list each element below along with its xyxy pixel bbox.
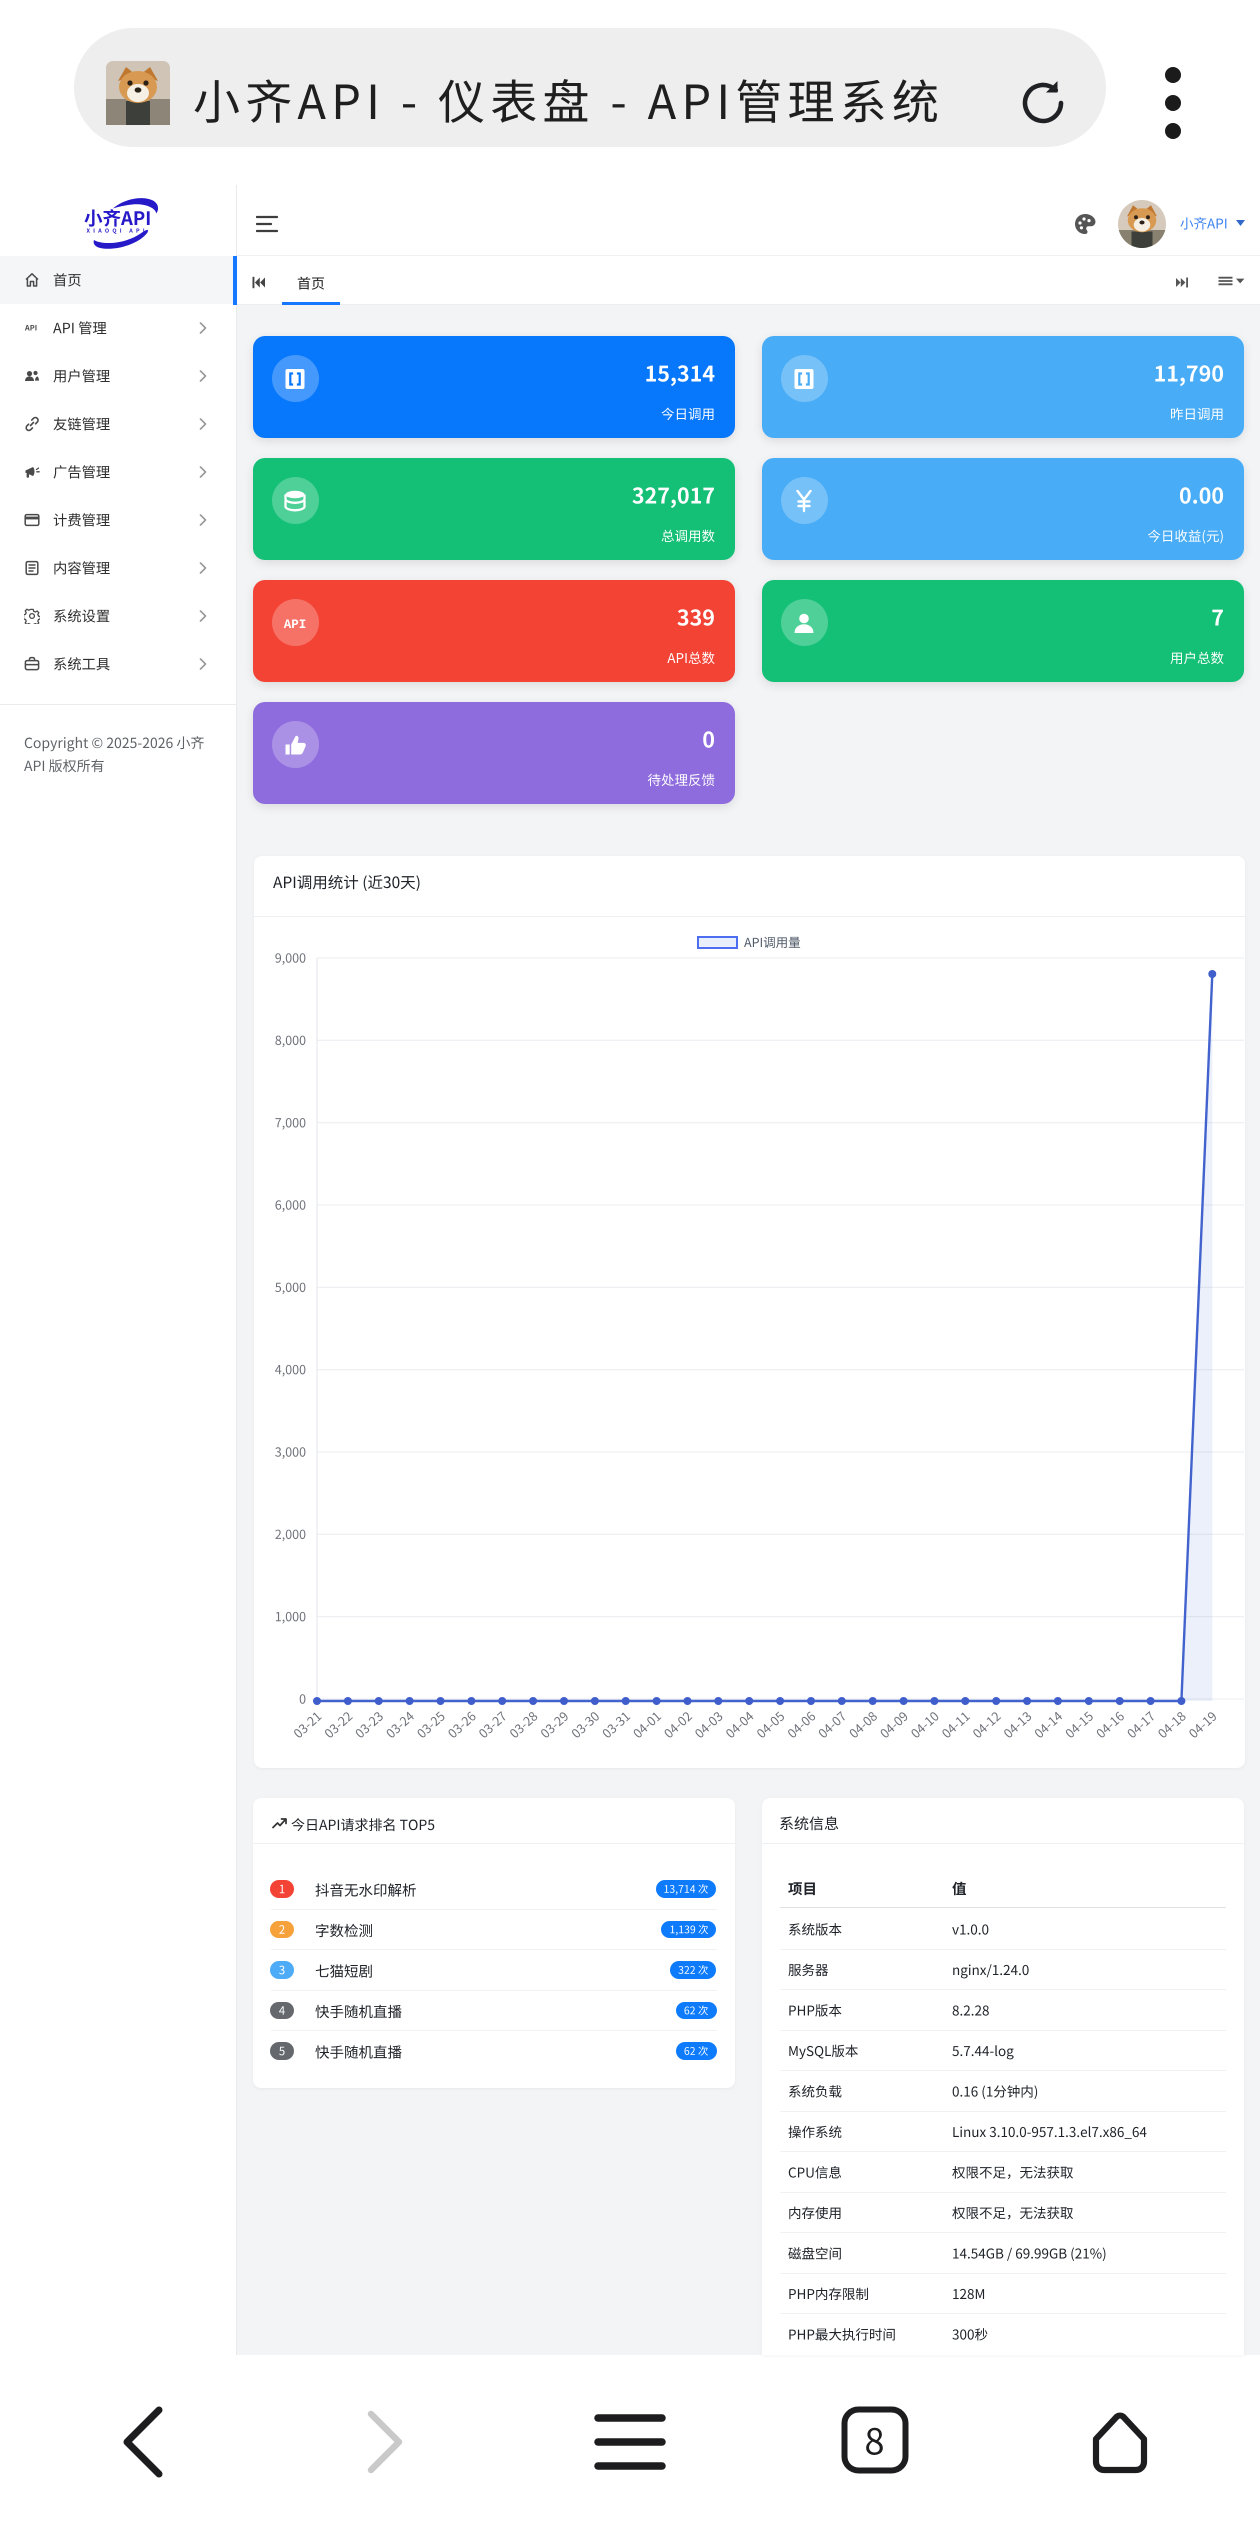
svg-text:API: API	[284, 618, 307, 632]
